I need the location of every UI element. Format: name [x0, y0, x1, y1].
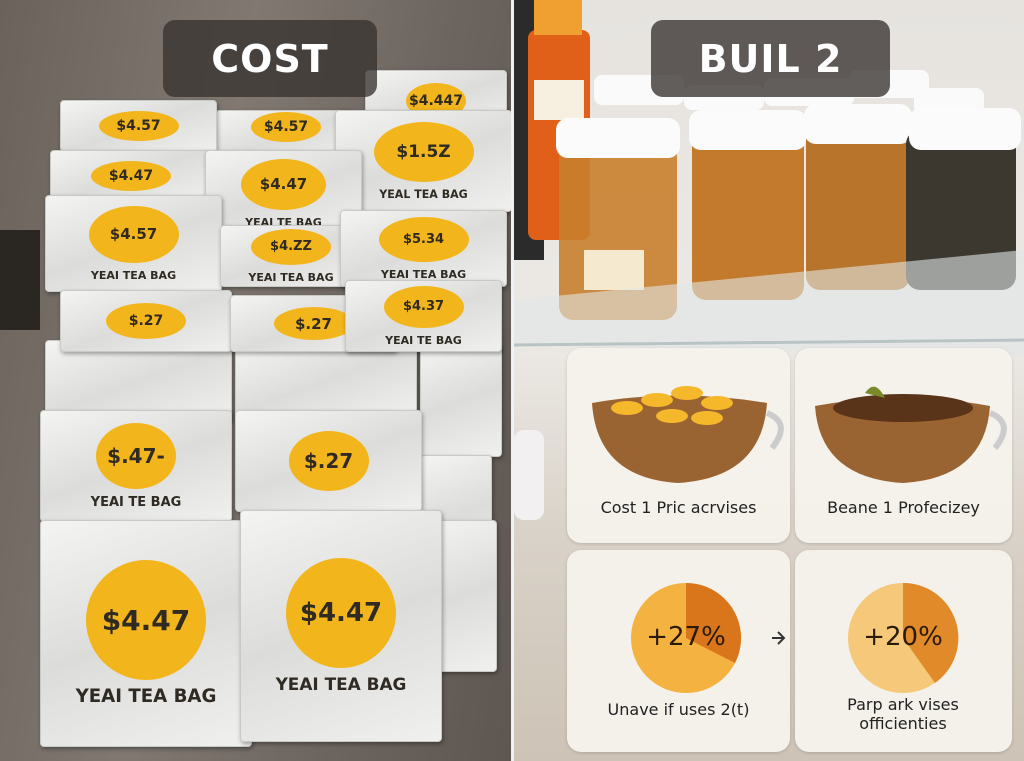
price-label: $4.47 — [241, 158, 326, 210]
card-caption: Parp ark vises officienties — [847, 695, 959, 733]
bag — [235, 345, 417, 417]
card: Beane 1 Profecizey — [795, 348, 1012, 543]
pie-badge: +20% — [863, 622, 943, 652]
bag: $1.5Z YEAL TEA BAG — [335, 110, 512, 212]
bag: $5.34 YEAI TEA BAG — [340, 210, 507, 287]
bag: $4.57 — [60, 100, 217, 152]
right-title: BUIL 2 — [651, 20, 890, 97]
price-label: $4.47 — [286, 558, 396, 668]
price-label: $.47- — [96, 422, 176, 489]
bag-label: YEAI TEA BAG — [75, 686, 217, 707]
price-label: $.27 — [273, 307, 354, 340]
price-label: $5.34 — [378, 216, 469, 262]
price-label: $.27 — [106, 303, 186, 339]
pantry-photo: BUIL 2 Cost 1 Pric acrvises Beane 1 Prof… — [514, 0, 1024, 761]
card-caption: Unave if uses 2(t) — [607, 700, 750, 719]
bag-label: YEAI TEA BAG — [380, 267, 467, 281]
card-caption: Beane 1 Profecizey — [827, 498, 980, 517]
bag: $.27 — [60, 290, 232, 352]
price-label: $4.47 — [91, 161, 171, 191]
price-label: $4.57 — [88, 205, 179, 263]
bag: $.47- YEAI TE BAG — [40, 410, 232, 522]
price-label: $4.ZZ — [251, 228, 331, 265]
bag: $4.47 YEAI TE BAG — [205, 150, 362, 237]
bag-label: YEAI TE BAG — [385, 333, 462, 347]
pie-icon — [631, 583, 786, 693]
bag-label: YEAI TEA BAG — [275, 674, 407, 694]
divider — [511, 0, 514, 761]
price-label: $.27 — [288, 431, 369, 491]
bag-label: YEAI TE BAG — [90, 494, 182, 510]
bag — [420, 345, 502, 457]
bag: $4.57 YEAI TEA BAG — [45, 195, 222, 292]
tea-cup-icon — [592, 386, 784, 483]
card: +27% Unave if uses 2(t) — [567, 550, 790, 752]
pie-icon — [848, 582, 959, 693]
left-title: COST — [163, 20, 377, 97]
pie-badge: +27% — [646, 622, 726, 652]
price-label: $4.47 — [86, 560, 206, 680]
card: +20% Parp ark vises officienties — [795, 550, 1012, 752]
bag-label: YEAL TEA BAG — [379, 187, 468, 201]
price-label: $4.57 — [98, 111, 179, 141]
bag: $.27 — [235, 410, 422, 512]
bag-label: YEAI TEA BAG — [248, 270, 334, 284]
card: Cost 1 Pric acrvises — [567, 348, 790, 543]
bag: $4.47 YEAI TEA BAG — [240, 510, 442, 742]
bag-label: YEAI TEA BAG — [90, 268, 177, 282]
price-label: $4.37 — [383, 285, 464, 328]
dark-packet — [0, 230, 40, 330]
price-label: $4.57 — [251, 111, 321, 142]
bag: $4.37 YEAI TE BAG — [345, 280, 502, 352]
tea-cup-icon — [815, 386, 1007, 483]
card-caption: Cost 1 Pric acrvises — [600, 498, 757, 517]
price-label: $1.5Z — [373, 121, 474, 182]
bag: $4.47 YEAI TEA BAG — [40, 520, 252, 747]
